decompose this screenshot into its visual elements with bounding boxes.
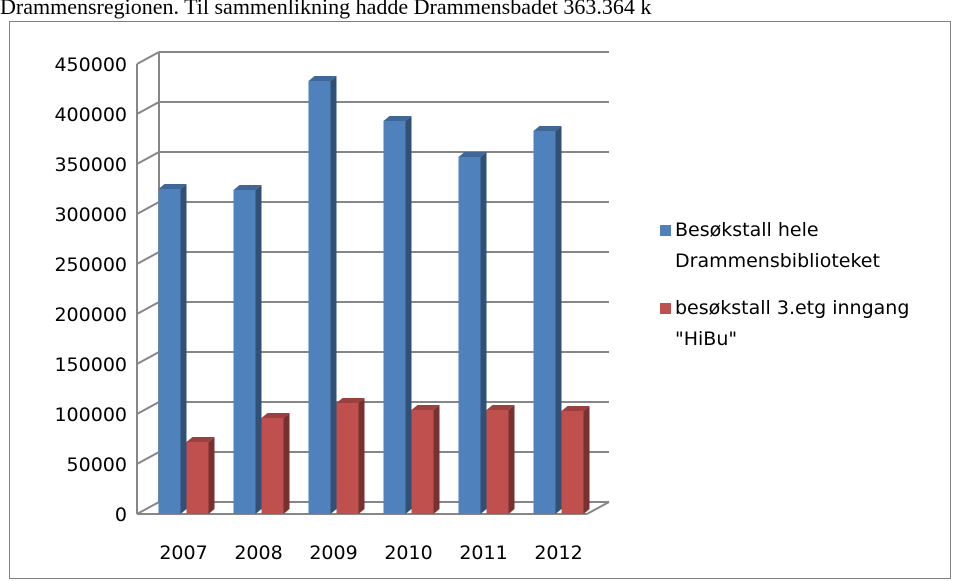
gridline-side — [136, 151, 160, 165]
y-tick-label: 350000 — [54, 154, 127, 176]
bar-side — [433, 405, 440, 514]
bar-front — [261, 418, 284, 514]
bar-total-2007 — [158, 184, 187, 514]
bar-side — [283, 413, 290, 514]
gridline-side — [136, 451, 160, 465]
bar-front — [561, 411, 584, 514]
bar-top — [383, 116, 412, 121]
y-tick-label: 300000 — [54, 204, 127, 226]
bar-total-2010 — [383, 116, 412, 514]
bar-hibu-2007 — [186, 437, 215, 514]
gridline-side — [136, 101, 160, 115]
chart-frame: 0 50000 100000 150000 200000 250000 300000 3500… — [9, 21, 951, 579]
bar-front — [308, 81, 331, 514]
bar-front — [533, 131, 556, 514]
bar-side — [255, 185, 262, 514]
gridline-side — [136, 501, 160, 515]
y-tick-label: 250000 — [54, 254, 127, 276]
bar-top — [533, 126, 562, 131]
bar-side — [508, 405, 515, 514]
gridline-side — [136, 401, 160, 415]
bar-side — [555, 126, 562, 514]
bar-hibu-2010 — [411, 405, 440, 514]
x-tick-label: 2011 — [459, 542, 507, 564]
bar-side — [358, 398, 365, 514]
bar-total-2012 — [533, 126, 562, 514]
x-tick-label: 2012 — [534, 542, 582, 564]
legend-label: Drammensbiblioteket — [675, 250, 880, 272]
bar-top — [411, 405, 440, 410]
x-tick-labels: 2007 2008 2009 2010 2011 2012 — [159, 542, 582, 564]
bars — [158, 76, 590, 514]
y-tick-label: 50000 — [67, 454, 127, 476]
floor-edge — [586, 501, 610, 515]
bar-top — [186, 437, 215, 442]
bar-top — [336, 398, 365, 403]
x-tick-label: 2010 — [384, 542, 432, 564]
legend-label: "HiBu" — [675, 328, 737, 350]
bar-total-2011 — [458, 152, 487, 514]
y-tick-label: 100000 — [54, 404, 127, 426]
bar-front — [158, 189, 181, 514]
gridline-side — [136, 301, 160, 315]
bar-chart: 0 50000 100000 150000 200000 250000 300000 3500… — [54, 51, 909, 564]
bar-top — [486, 405, 515, 410]
bar-front — [383, 121, 406, 514]
legend-swatch — [660, 225, 671, 236]
bar-side — [180, 184, 187, 514]
bar-front — [486, 410, 509, 514]
bar-side — [480, 152, 487, 514]
gridline-side — [136, 201, 160, 215]
bar-hibu-2011 — [486, 405, 515, 514]
bar-top — [561, 406, 590, 411]
bar-total-2009 — [308, 76, 337, 514]
y-tick-label: 400000 — [54, 104, 127, 126]
legend-label: besøkstall 3.etg inngang — [675, 297, 909, 319]
bar-top — [308, 76, 337, 81]
bar-side — [208, 437, 215, 514]
page-header-text: Drammensregionen. Til sammenlikning hadd… — [0, 0, 652, 19]
bar-side — [330, 76, 337, 514]
legend-label: Besøkstall hele — [675, 219, 819, 241]
bar-front — [458, 157, 481, 514]
gridline-side — [136, 251, 160, 265]
bar-top — [458, 152, 487, 157]
bar-top — [261, 413, 290, 418]
bar-front — [411, 410, 434, 514]
gridline-side — [136, 351, 160, 365]
y-tick-label: 0 — [115, 504, 127, 526]
bar-hibu-2012 — [561, 406, 590, 514]
x-tick-label: 2009 — [309, 542, 357, 564]
bar-front — [336, 403, 359, 514]
bar-front — [186, 442, 209, 514]
y-tick-label: 150000 — [54, 354, 127, 376]
bar-hibu-2008 — [261, 413, 290, 514]
y-tick-labels: 0 50000 100000 150000 200000 250000 300000 3500… — [54, 54, 127, 526]
legend: Besøkstall hele Drammensbiblioteket besøks… — [660, 219, 909, 350]
x-tick-label: 2007 — [159, 542, 207, 564]
x-tick-label: 2008 — [234, 542, 282, 564]
legend-swatch — [660, 303, 671, 314]
bar-top — [233, 185, 262, 190]
gridline-side — [136, 51, 160, 65]
bar-top — [158, 184, 187, 189]
bar-hibu-2009 — [336, 398, 365, 514]
y-tick-label: 450000 — [54, 54, 127, 76]
y-tick-label: 200000 — [54, 304, 127, 326]
bar-side — [405, 116, 412, 514]
bar-side — [583, 406, 590, 514]
bar-total-2008 — [233, 185, 262, 514]
bar-front — [233, 190, 256, 514]
